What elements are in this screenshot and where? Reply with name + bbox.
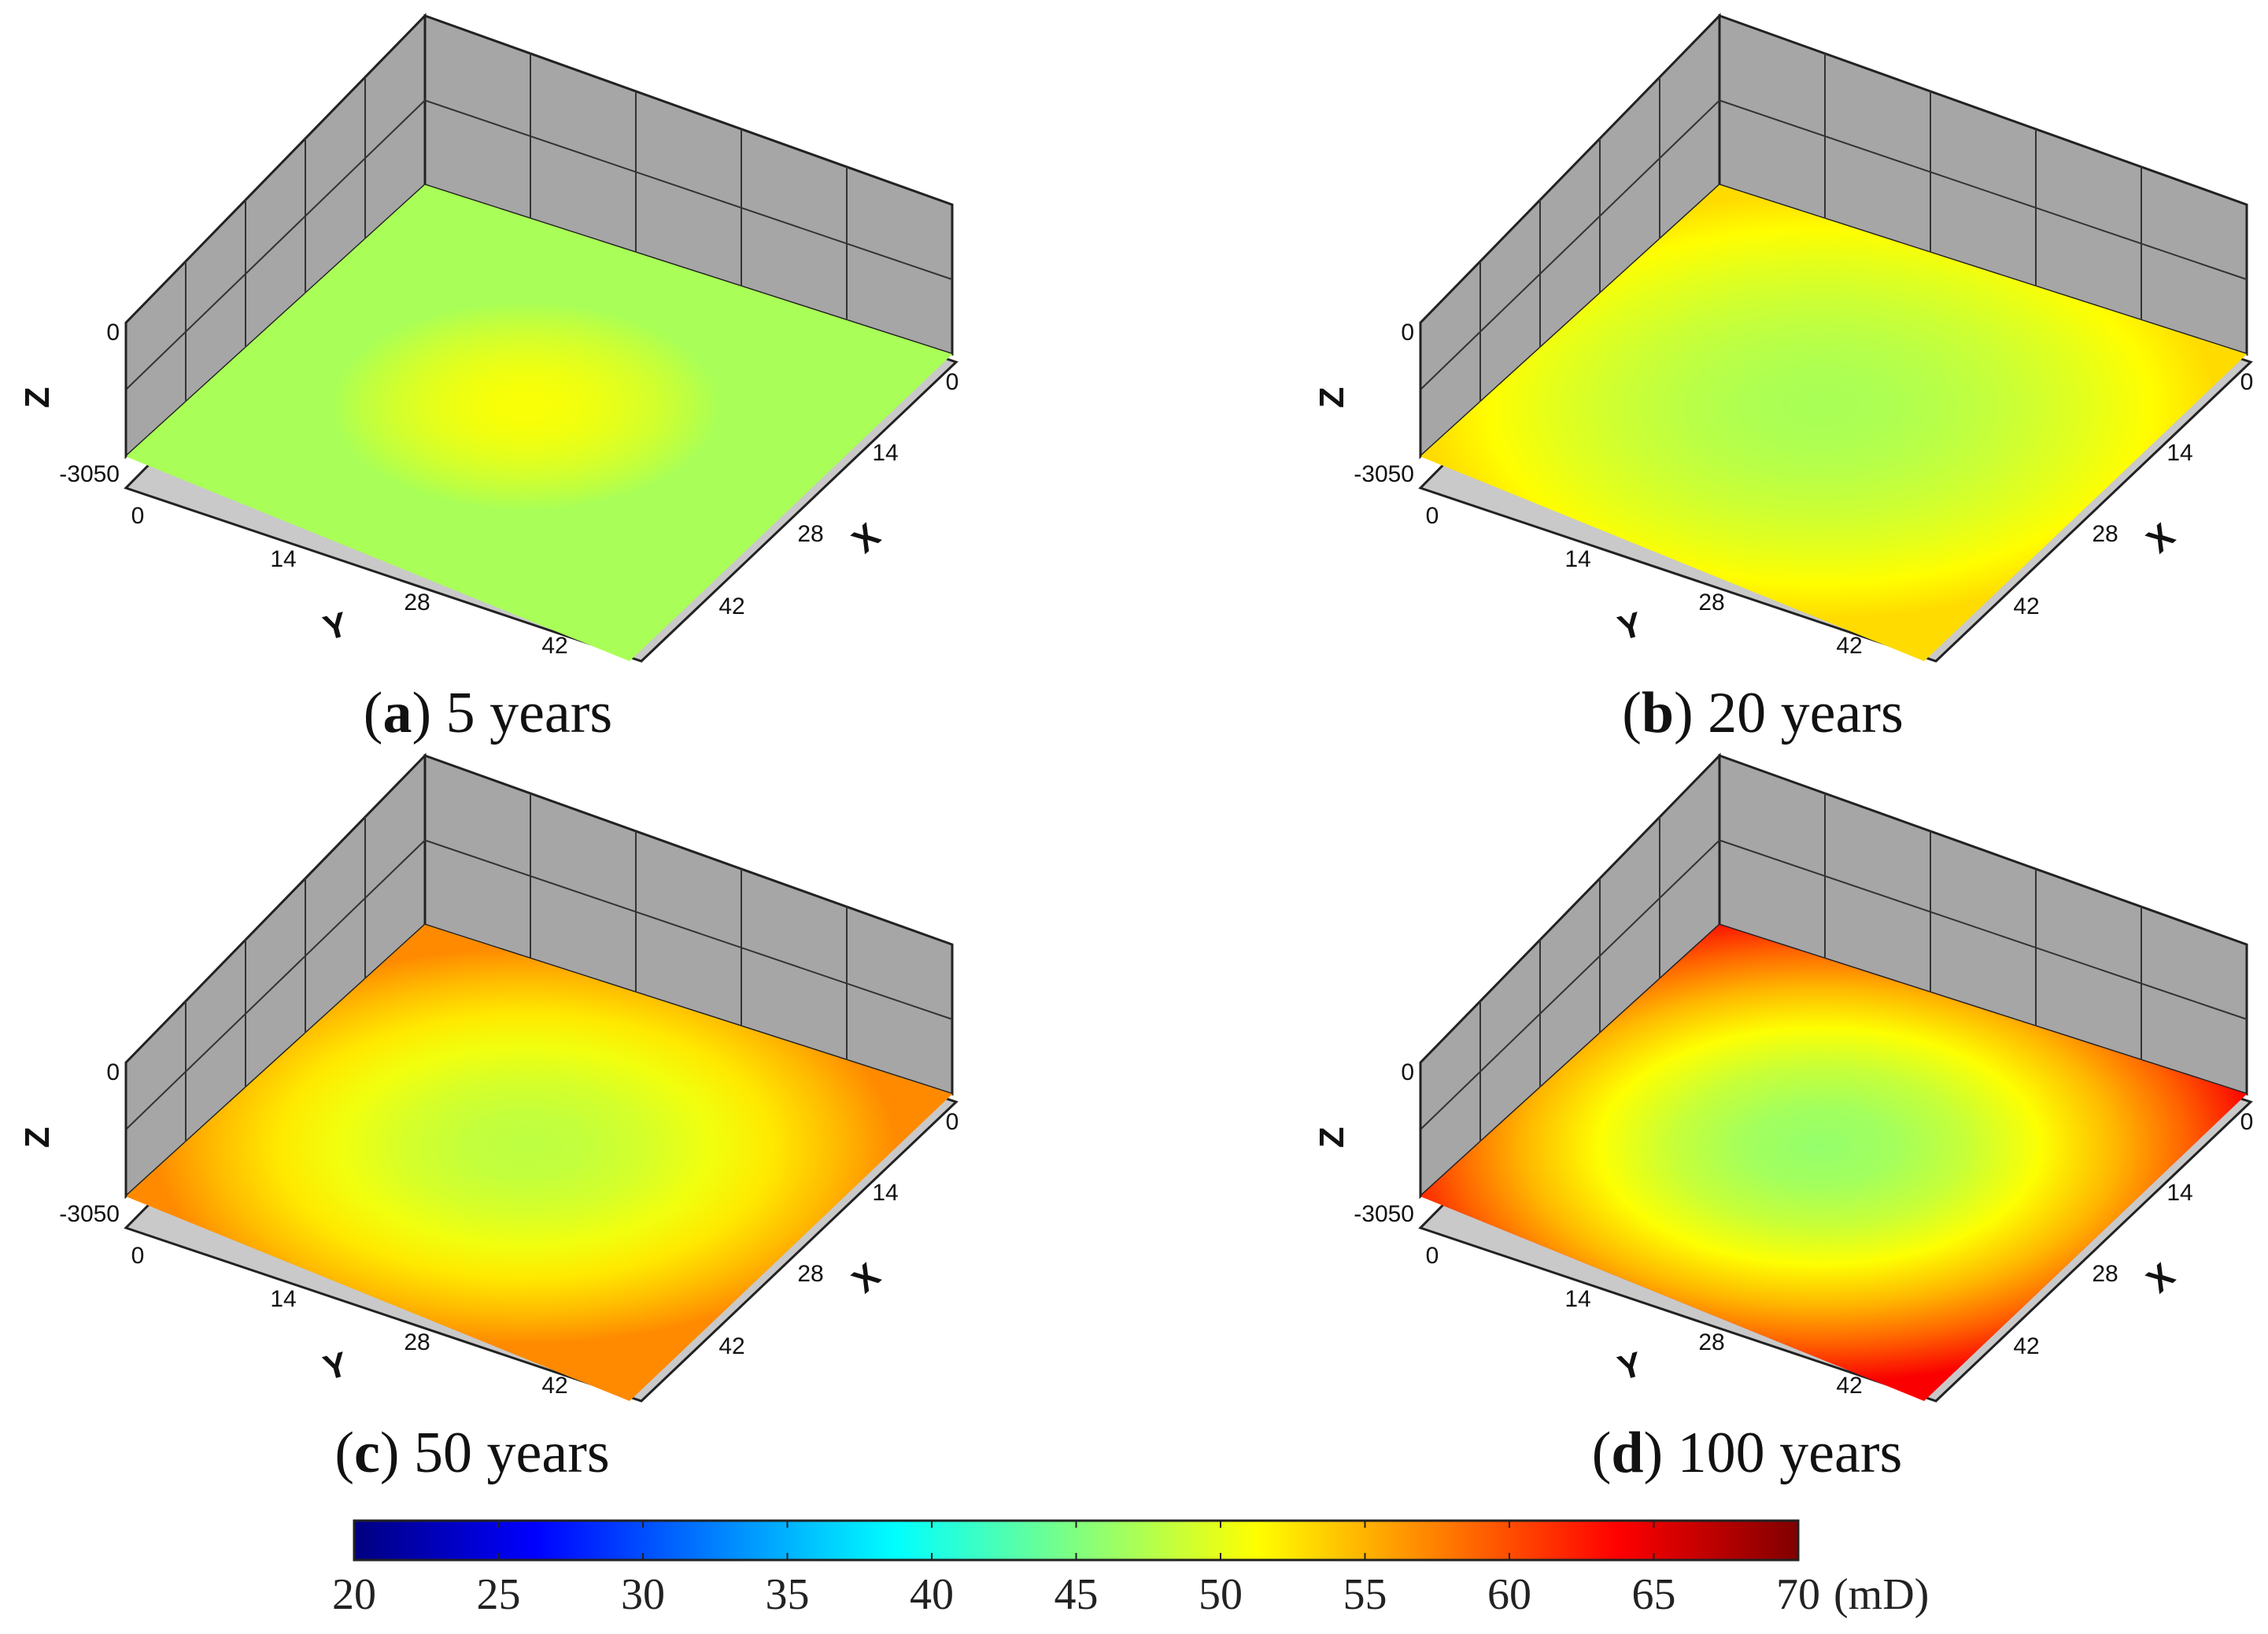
y-tick-label: 14 — [270, 546, 296, 572]
y-axis-label: Y — [1614, 605, 1646, 649]
y-axis-label: Y — [320, 1345, 352, 1388]
z-tick-label: 0 — [1401, 320, 1414, 346]
wall-grid — [1420, 793, 2248, 1142]
panel-a: 0 -3050 Z 0 14 28 42 Y 0 14 28 42 X (a) 5 years — [18, 13, 959, 745]
z-tick-label: -3050 — [59, 461, 120, 487]
x-axis-label: X — [845, 516, 888, 560]
colorbar-tick-label: 45 — [1055, 1570, 1099, 1619]
y-tick-label: 14 — [1564, 546, 1590, 572]
x-tick-label: 42 — [2013, 593, 2039, 619]
z-tick-label: 0 — [106, 1059, 120, 1085]
panel-caption: (b) 20 years — [1622, 681, 1904, 745]
colorbar-tick-label: 35 — [766, 1570, 810, 1619]
x-tick-label: 14 — [872, 1180, 898, 1206]
caption-letter: c — [354, 1421, 380, 1485]
y-tick-label: 14 — [270, 1286, 296, 1312]
x-tick-label: 42 — [2013, 1333, 2039, 1359]
z-axis-label: Z — [1313, 387, 1351, 408]
y-tick-label: 42 — [541, 1373, 567, 1399]
x-tick-label: 14 — [2166, 1180, 2192, 1206]
z-tick-label: -3050 — [1354, 1201, 1414, 1227]
y-tick-label: 42 — [1836, 633, 1862, 659]
colorbar-tick-label: 25 — [477, 1570, 521, 1619]
z-axis-label: Z — [1313, 1127, 1351, 1148]
wall-grid — [125, 54, 953, 402]
z-axis-label: Z — [18, 387, 57, 408]
x-tick-label: 28 — [2092, 1261, 2118, 1287]
colorbar-tick-label: 30 — [621, 1570, 665, 1619]
y-tick-label: 14 — [1564, 1286, 1590, 1312]
wall-grid — [125, 793, 953, 1142]
y-tick-label: 0 — [1426, 503, 1439, 529]
y-axis-label: Y — [1614, 1345, 1646, 1388]
x-tick-label: 14 — [872, 440, 898, 466]
y-tick-label: 0 — [1426, 1243, 1439, 1269]
y-axis-label: Y — [320, 605, 352, 649]
x-tick-label: 0 — [946, 369, 959, 395]
y-tick-label: 28 — [1698, 1329, 1724, 1355]
panel-b: 0 -3050 Z 0 14 28 42 Y 0 14 28 42 X (b) 20 years — [1313, 13, 2254, 745]
y-tick-label: 28 — [404, 1329, 430, 1355]
x-tick-label: 28 — [2092, 521, 2118, 547]
colorbar-tick-label: 20 — [332, 1570, 376, 1619]
z-tick-label: -3050 — [59, 1201, 120, 1227]
x-tick-label: 28 — [797, 1261, 823, 1287]
colorbar: 20 25 30 35 40 45 50 55 60 65 70 (mD) — [332, 1519, 1929, 1619]
panel-caption: (a) 5 years — [364, 681, 612, 745]
x-tick-label: 0 — [2240, 369, 2254, 395]
x-tick-label: 42 — [718, 1333, 744, 1359]
y-tick-label: 28 — [1698, 590, 1724, 616]
wall-grid — [1420, 54, 2248, 402]
z-tick-label: 0 — [106, 320, 120, 346]
colorbar-unit: (mD) — [1834, 1570, 1929, 1619]
panel-caption: (c) 50 years — [334, 1421, 609, 1485]
y-tick-label: 42 — [541, 633, 567, 659]
y-tick-label: 0 — [131, 503, 145, 529]
x-axis-label: X — [845, 1256, 888, 1300]
y-tick-label: 42 — [1836, 1373, 1862, 1399]
panel-c: 0 -3050 Z 0 14 28 42 Y 0 14 28 42 X (c) 50 years — [18, 752, 959, 1485]
y-tick-label: 28 — [404, 590, 430, 616]
panel-caption: (d) 100 years — [1592, 1421, 1903, 1485]
x-tick-label: 28 — [797, 521, 823, 547]
caption-letter: d — [1611, 1421, 1643, 1485]
x-tick-label: 0 — [946, 1109, 959, 1135]
x-axis-label: X — [2140, 1256, 2182, 1300]
caption-letter: a — [382, 681, 412, 745]
z-tick-label: -3050 — [1354, 461, 1414, 487]
z-tick-label: 0 — [1401, 1059, 1414, 1085]
panel-d: 0 -3050 Z 0 14 28 42 Y 0 14 28 42 X (d) 100 years — [1313, 752, 2254, 1485]
x-tick-label: 0 — [2240, 1109, 2254, 1135]
colorbar-tick-label: 55 — [1343, 1570, 1387, 1619]
back-wall-right — [1718, 13, 2248, 357]
caption-letter: b — [1642, 681, 1674, 745]
colorbar-tick-label: 70 — [1776, 1570, 1820, 1619]
x-tick-label: 14 — [2166, 440, 2192, 466]
z-axis-label: Z — [18, 1127, 57, 1148]
colorbar-tick-label: 50 — [1199, 1570, 1243, 1619]
colorbar-tick-label: 40 — [910, 1570, 954, 1619]
y-tick-label: 0 — [131, 1243, 145, 1269]
x-axis-label: X — [2140, 516, 2182, 560]
colorbar-tick-label: 60 — [1487, 1570, 1531, 1619]
x-tick-label: 42 — [718, 593, 744, 619]
colorbar-tick-label: 65 — [1632, 1570, 1676, 1619]
